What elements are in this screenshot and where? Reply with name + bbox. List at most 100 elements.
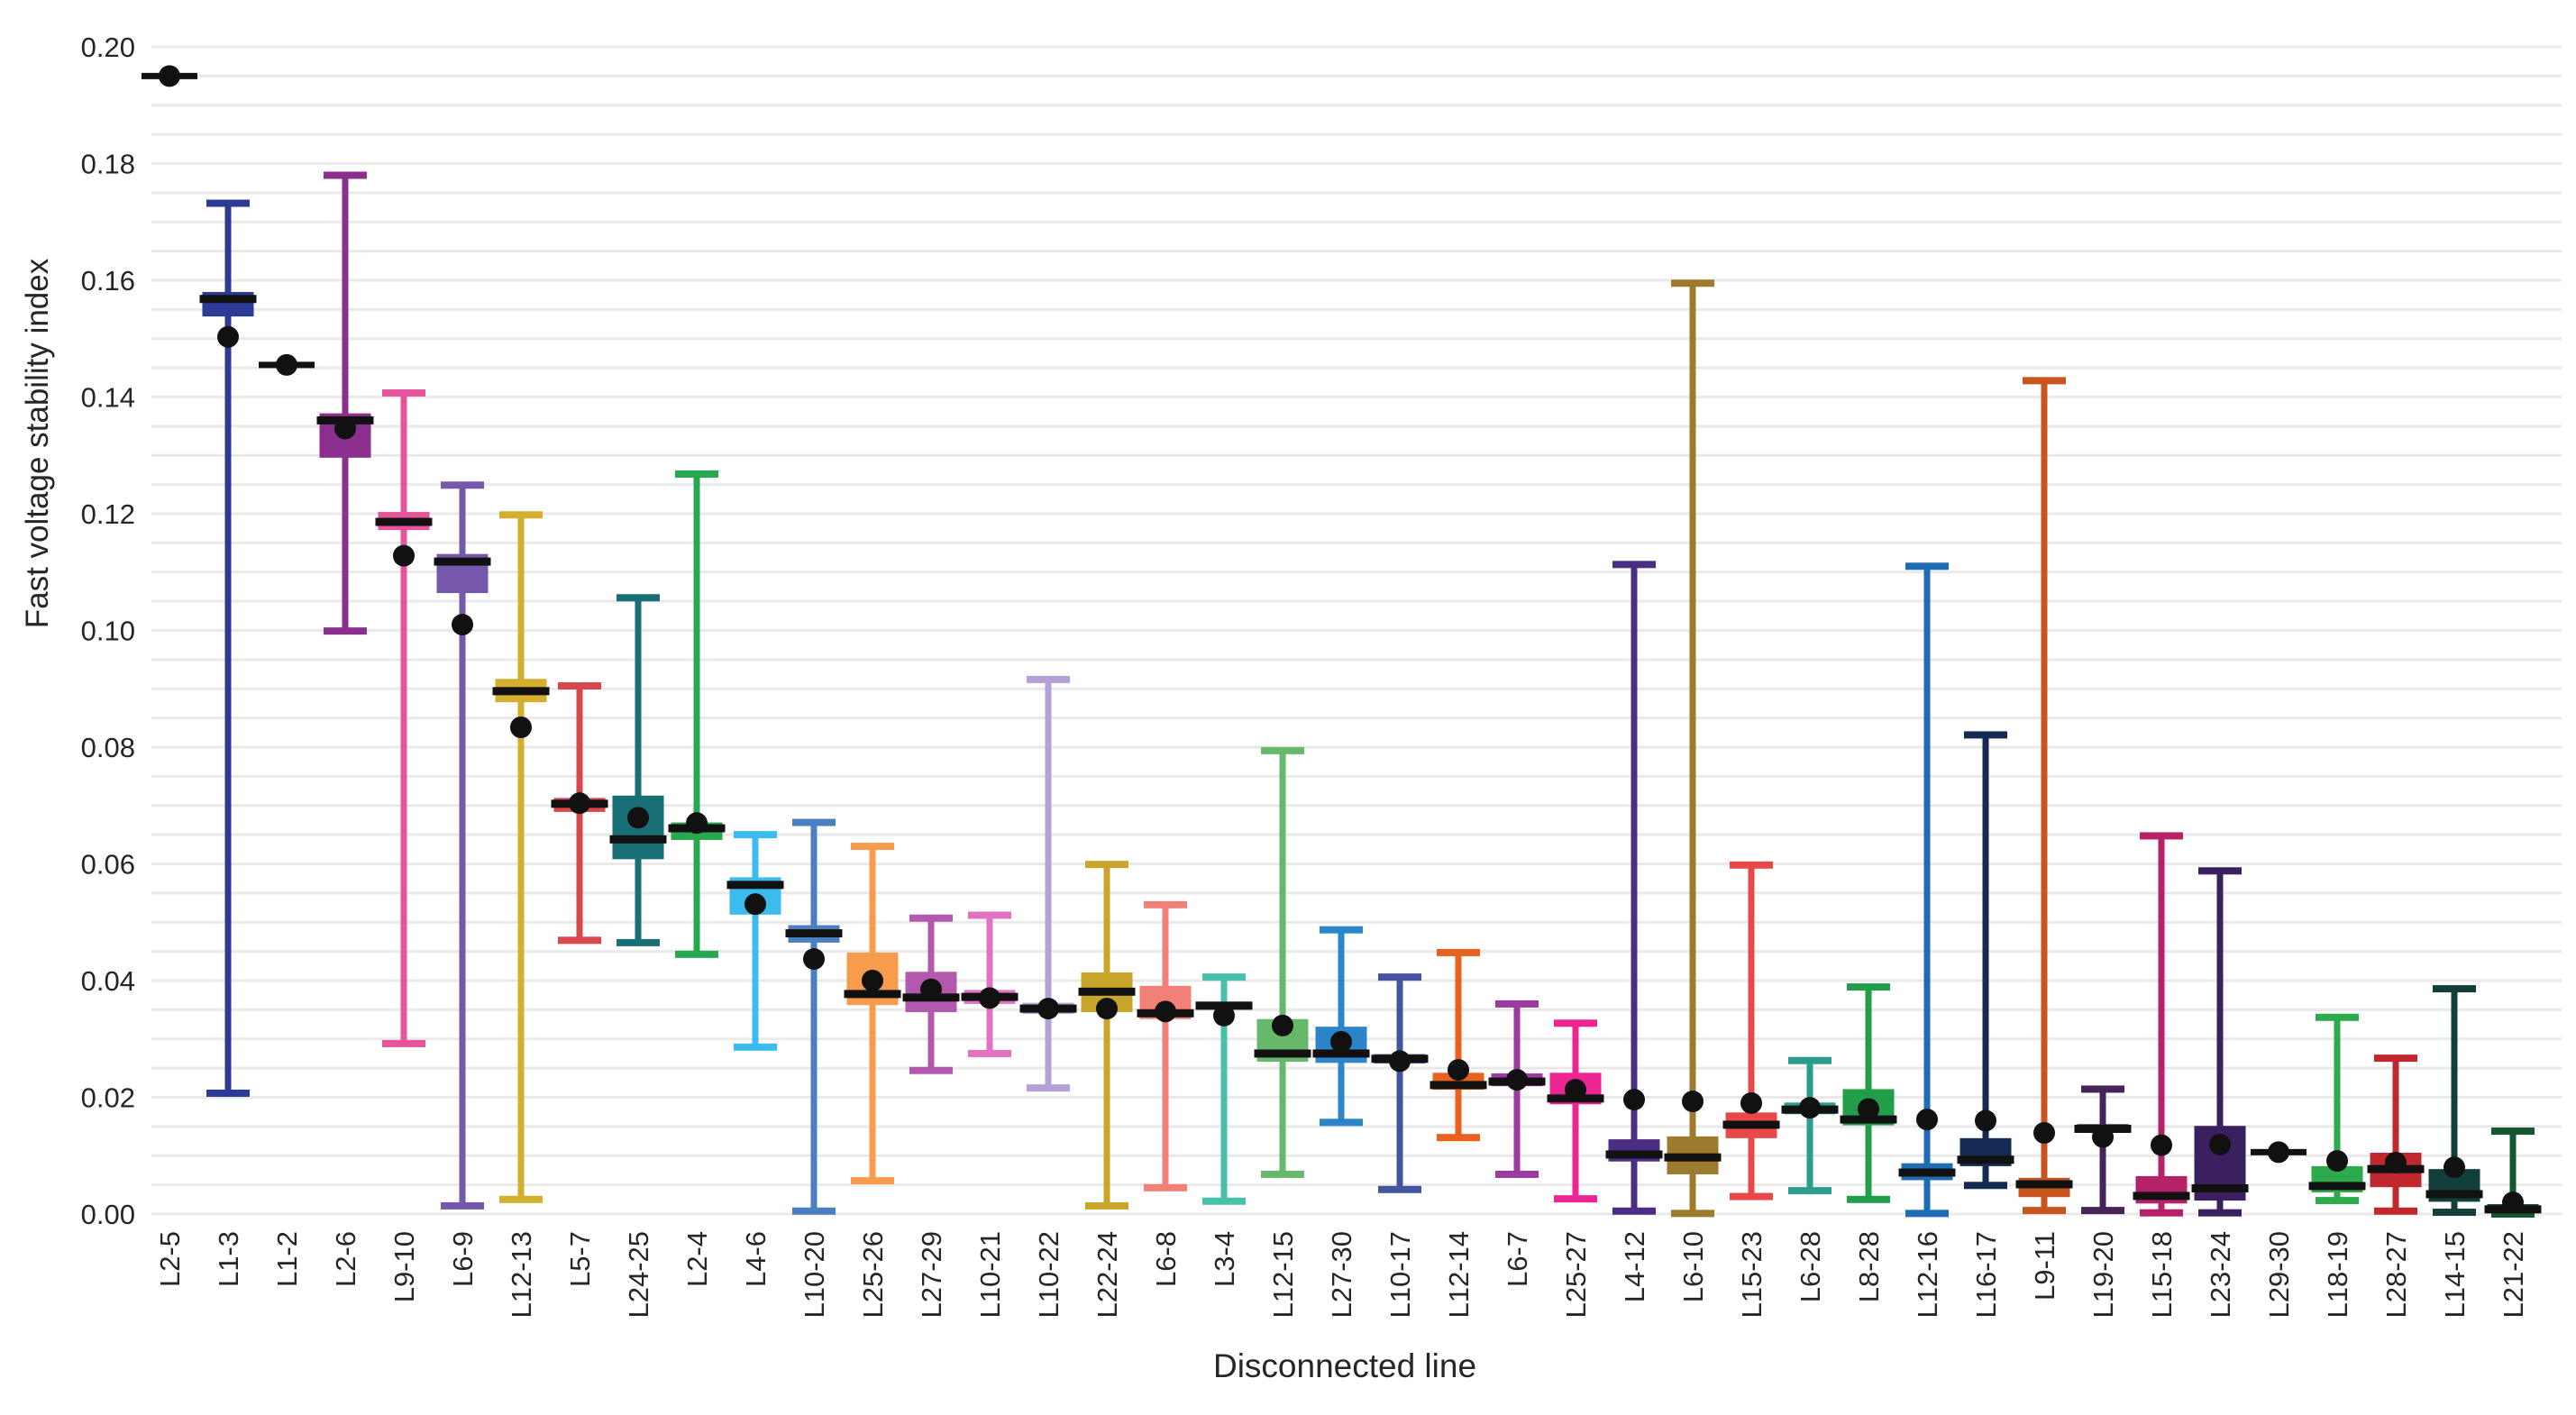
median-line — [1312, 1049, 1370, 1058]
box-plot-L1-3 — [199, 199, 257, 1097]
whisker-cap-top — [851, 843, 894, 851]
gridline — [151, 571, 2562, 574]
box-plot-L21-22 — [2484, 1127, 2542, 1218]
x-tick-label: L24-25 — [623, 1231, 654, 1319]
mean-dot — [276, 353, 297, 376]
median-line — [785, 929, 843, 938]
whisker-cap-top — [499, 511, 543, 519]
whisker-cap-bottom — [1905, 1210, 1949, 1218]
whisker-line — [869, 846, 876, 1182]
gridline — [151, 1008, 2562, 1011]
whisker-line — [1338, 929, 1345, 1123]
whisker-line — [342, 175, 349, 632]
whisker-cap-bottom — [558, 936, 601, 945]
whisker-cap-bottom — [2081, 1207, 2124, 1215]
median-line — [1078, 987, 1136, 996]
whisker-line — [2392, 1058, 2399, 1211]
box-plot-L2-6 — [316, 171, 374, 635]
whisker-cap-top — [2081, 1085, 2124, 1093]
gridline — [151, 629, 2562, 632]
mean-dot — [1272, 1014, 1293, 1036]
gridline — [151, 891, 2562, 895]
whisker-line — [1631, 564, 1638, 1211]
whisker-cap-top — [206, 199, 250, 207]
x-axis-title: Disconnected line — [1212, 1347, 1477, 1384]
median-line — [1605, 1150, 1663, 1159]
mean-dot — [686, 812, 708, 835]
box-plot-L12-15 — [1254, 746, 1311, 1178]
median-line — [1898, 1168, 1956, 1177]
mean-dot — [2385, 1152, 2407, 1174]
whisker-cap-top — [1905, 562, 1949, 571]
x-tick-label: L12-15 — [1267, 1231, 1299, 1319]
mean-dot — [2151, 1134, 2172, 1156]
whisker-cap-bottom — [2316, 1197, 2359, 1205]
gridline — [151, 191, 2562, 195]
gridline — [151, 541, 2562, 544]
whisker-line — [1748, 864, 1755, 1197]
x-tick-label: L25-26 — [857, 1231, 889, 1319]
whisker-cap-bottom — [1144, 1183, 1187, 1191]
whisker-cap-top — [1495, 1000, 1539, 1008]
x-tick-label: L1-3 — [213, 1231, 244, 1287]
gridline — [151, 396, 2562, 398]
y-tick-label: 0.04 — [81, 965, 135, 997]
whisker-line — [635, 598, 642, 943]
median-line — [2425, 1190, 2483, 1199]
x-tick-labels: L2-5 L1-3 L1-2 L2-6 L9-10 L6-9 L12-13 L5-7 L24-2… — [154, 1231, 2529, 1319]
x-tick-label: L6-9 — [447, 1231, 479, 1287]
whisker-cap-bottom — [792, 1207, 836, 1215]
y-tick-label: 0.00 — [81, 1199, 135, 1230]
gridline — [151, 1183, 2562, 1187]
x-tick-label: L4-12 — [1619, 1231, 1650, 1302]
gridline — [151, 220, 2562, 224]
whisker-line — [2216, 871, 2224, 1213]
whisker-line — [2509, 1131, 2517, 1214]
median-line — [1722, 1120, 1780, 1129]
whisker-cap-top — [734, 831, 777, 839]
x-tick-label: L1-2 — [271, 1231, 303, 1287]
box-plot-L3-4 — [1195, 973, 1253, 1205]
whisker-line — [1923, 566, 1931, 1214]
median-line — [1957, 1155, 2014, 1164]
median-line — [492, 687, 550, 696]
whisker-cap-bottom — [382, 1039, 425, 1047]
x-tick-label: L27-29 — [916, 1231, 947, 1319]
mean-dot — [1799, 1097, 1821, 1119]
gridline — [151, 45, 2562, 49]
mean-dot — [452, 614, 473, 636]
whisker-cap-top — [441, 481, 484, 489]
gridline — [151, 717, 2562, 720]
gridline — [151, 1096, 2562, 1099]
whisker-cap-top — [1964, 731, 2007, 739]
gridline — [151, 950, 2562, 954]
whisker-cap-bottom — [2140, 1209, 2183, 1217]
median-line — [726, 881, 784, 890]
box-plot-L22-24 — [1078, 861, 1136, 1210]
mean-dot — [2092, 1126, 2114, 1148]
whisker-cap-top — [2140, 832, 2183, 840]
box-plot-L12-14 — [1430, 948, 1487, 1142]
box-plot-L8-28 — [1840, 983, 1897, 1203]
whisker-cap-top — [1027, 675, 1070, 683]
whisker-cap-top — [1847, 983, 1890, 991]
box-plot-L6-28 — [1781, 1056, 1839, 1195]
x-tick-label: L2-6 — [330, 1231, 361, 1287]
y-tick-label: 0.14 — [81, 382, 135, 414]
gridline — [151, 307, 2562, 311]
whisker-line — [1572, 1023, 1579, 1200]
box-plot-L6-9 — [434, 481, 491, 1210]
whisker-cap-top — [1671, 279, 1714, 288]
x-tick-label: L19-20 — [2087, 1231, 2119, 1319]
box-plot-L2-4 — [668, 470, 726, 958]
whisker-line — [224, 203, 232, 1093]
whisker-cap-bottom — [2198, 1209, 2242, 1217]
mean-dot — [803, 948, 825, 971]
box-plot-L24-25 — [609, 594, 667, 946]
x-tick-label: L6-8 — [1150, 1231, 1182, 1287]
box-plot-L6-7 — [1488, 1000, 1546, 1178]
box-plot-L9-10 — [375, 388, 433, 1047]
gridline — [151, 483, 2562, 487]
gridline — [151, 337, 2562, 341]
box-plot-L18-19 — [2308, 1013, 2366, 1205]
